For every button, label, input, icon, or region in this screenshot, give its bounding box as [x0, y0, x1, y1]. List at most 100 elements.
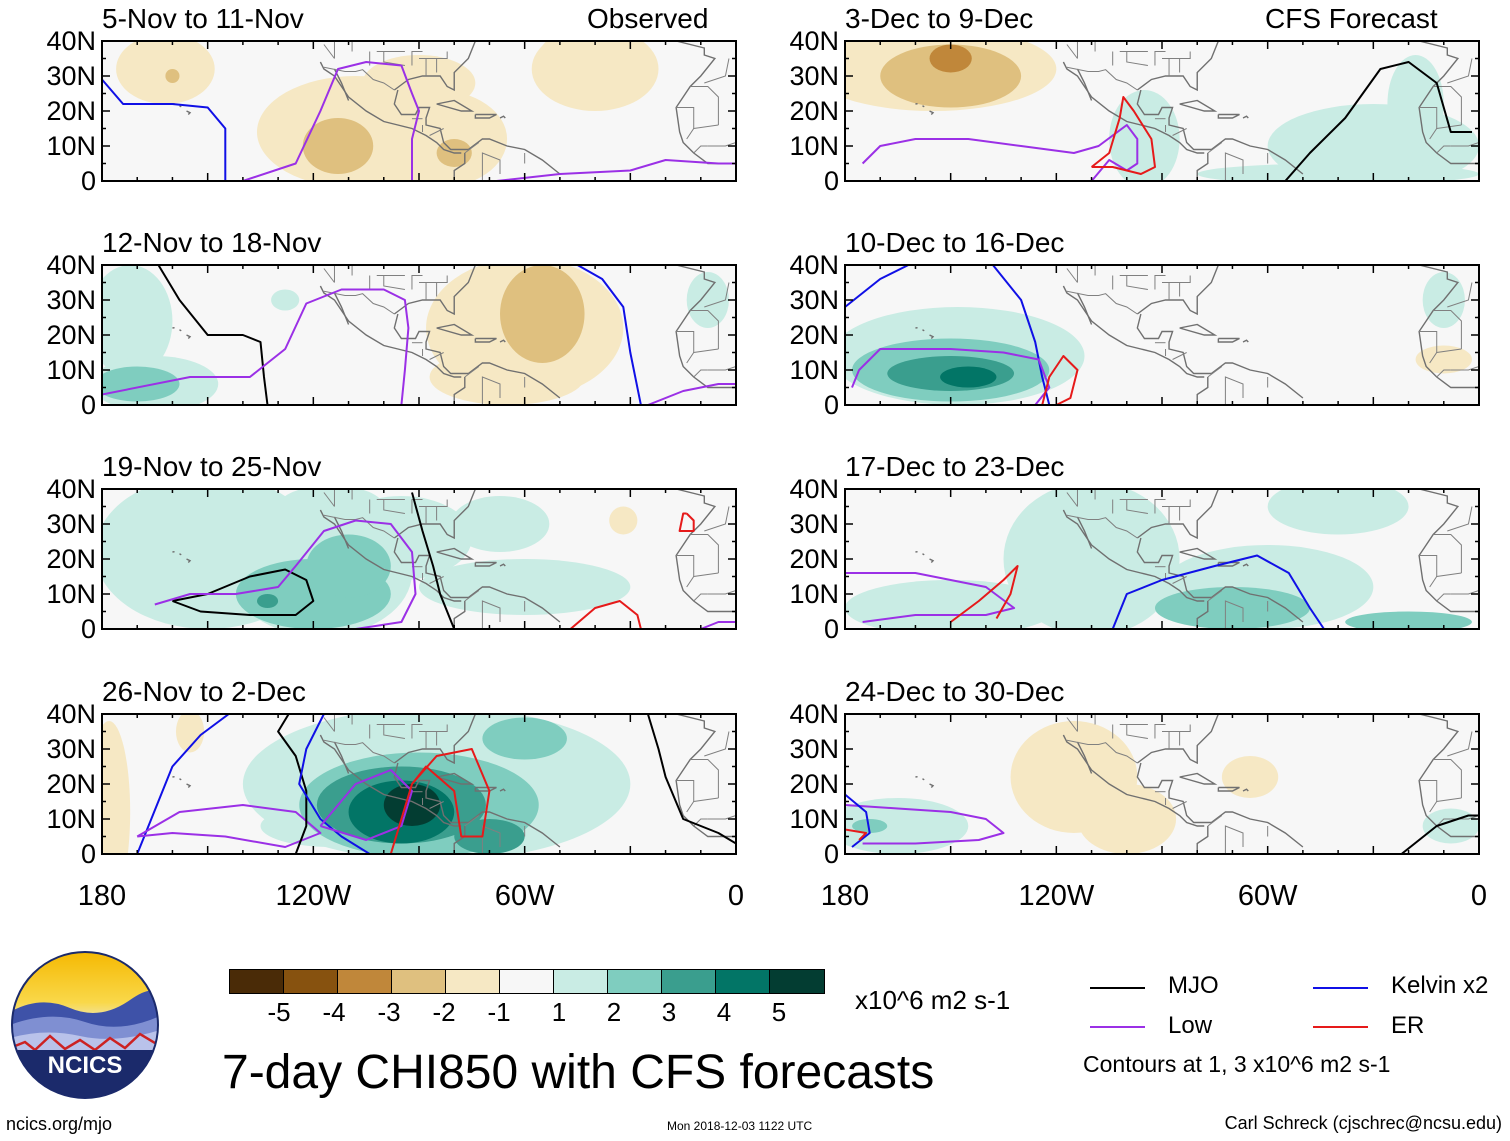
- map-panel: [844, 479, 1480, 630]
- border-line: [1144, 255, 1158, 266]
- coastline: [453, 377, 466, 405]
- coastline: [1076, 516, 1093, 549]
- contour-mjo: [1400, 814, 1479, 854]
- border-line: [481, 600, 501, 629]
- coastline: [1242, 788, 1249, 792]
- colorbar-swatch: [500, 970, 554, 993]
- border-line: [1144, 479, 1158, 490]
- border-line: [1154, 499, 1166, 514]
- border-line: [1066, 739, 1138, 764]
- border-line: [1224, 152, 1244, 181]
- legend-low-label: Low: [1168, 1012, 1213, 1039]
- coastline: [393, 537, 561, 623]
- contour-er: [389, 748, 491, 854]
- anomaly-area: [362, 55, 476, 111]
- border-line: [464, 366, 480, 378]
- coastline: [319, 734, 462, 827]
- border-line: [1046, 234, 1243, 255]
- border-line: [1154, 51, 1166, 66]
- border-line: [1419, 331, 1438, 353]
- border-line: [411, 275, 423, 290]
- border-line: [704, 731, 730, 757]
- map-panel: [844, 683, 1480, 855]
- border-line: [686, 124, 719, 140]
- anomaly-area: [1422, 808, 1479, 844]
- border-line: [704, 282, 730, 308]
- border-line: [676, 555, 695, 577]
- border-line: [1066, 268, 1078, 283]
- coastline: [474, 113, 497, 119]
- anomaly-area: [450, 496, 550, 552]
- y-tick-label: 40N: [46, 250, 96, 280]
- border-line: [704, 58, 730, 84]
- contour-er: [678, 512, 695, 532]
- border-line: [1126, 499, 1148, 514]
- contour-low: [242, 61, 420, 181]
- coastline: [1076, 292, 1093, 325]
- coastline: [333, 741, 350, 774]
- y-tick-label: 0: [80, 166, 96, 196]
- anomaly-area: [686, 272, 729, 328]
- panel-maps: [101, 31, 1480, 855]
- anomaly-area: [278, 489, 384, 528]
- y-tick-label: 20N: [789, 320, 839, 350]
- contour-mjo: [172, 568, 315, 616]
- border-line: [323, 290, 395, 315]
- y-tick-label: 40N: [789, 699, 839, 729]
- coastline: [333, 516, 350, 549]
- coastline: [1242, 563, 1249, 567]
- coastline: [186, 334, 192, 339]
- panel-title: 24-Dec to 30-Dec: [845, 676, 1065, 707]
- border-line: [401, 31, 415, 42]
- border-line: [401, 704, 415, 715]
- site-link[interactable]: ncics.org/mjo: [6, 1114, 113, 1134]
- coastline: [393, 89, 561, 175]
- anomaly-area: [852, 819, 888, 833]
- border-line: [1207, 142, 1223, 154]
- border-line: [323, 514, 395, 539]
- coastline: [393, 714, 477, 765]
- coastline: [179, 329, 182, 332]
- border-line: [1172, 801, 1187, 809]
- coastline: [453, 153, 466, 181]
- y-tick-label: 0: [80, 390, 96, 420]
- y-tick-label: 10N: [46, 131, 96, 161]
- border-line: [1046, 683, 1243, 704]
- y-tick-label: 10N: [46, 579, 96, 609]
- anomaly-area: [1077, 784, 1177, 854]
- border-line: [1433, 310, 1462, 349]
- coastline: [393, 41, 477, 92]
- border-line: [323, 66, 395, 91]
- border-line: [707, 590, 736, 595]
- border-line: [1429, 572, 1462, 588]
- x-tick-label: 180: [820, 880, 870, 912]
- y-tick-label: 10N: [789, 355, 839, 385]
- coastline: [319, 509, 462, 602]
- border-line: [693, 593, 708, 602]
- y-tick-label: 10N: [789, 579, 839, 609]
- colorbar-label: 2: [606, 997, 622, 1027]
- coastline: [179, 105, 182, 108]
- y-tick-label: 0: [823, 166, 839, 196]
- colorbar-swatch: [338, 970, 392, 993]
- colorbar-label: 5: [771, 997, 787, 1027]
- contour-low: [319, 769, 413, 841]
- border-line: [1154, 724, 1166, 739]
- colorbar-swatch: [716, 970, 770, 993]
- border-line: [1066, 290, 1138, 315]
- contour-kelvin: [845, 793, 871, 848]
- anomaly-area: [102, 366, 180, 402]
- colorbar-swatch: [284, 970, 338, 993]
- border-line: [690, 534, 719, 573]
- coastline: [1076, 741, 1093, 774]
- border-line: [464, 590, 480, 602]
- coastline: [1136, 489, 1220, 540]
- colorbar-swatch: [554, 970, 608, 993]
- y-tick-label: 20N: [46, 96, 96, 126]
- coastline: [1196, 153, 1209, 181]
- y-tick-label: 10N: [789, 804, 839, 834]
- border-line: [1162, 51, 1191, 59]
- coastline: [474, 337, 497, 343]
- border-line: [707, 142, 736, 147]
- anomaly-area: [542, 41, 613, 62]
